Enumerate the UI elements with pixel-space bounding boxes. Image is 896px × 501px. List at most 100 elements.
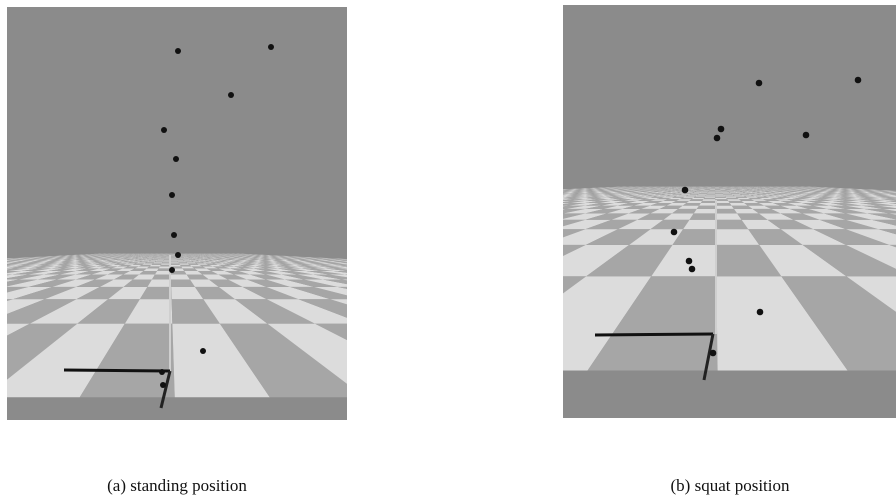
floor-tile: [361, 268, 402, 271]
floor-tile: [491, 268, 550, 271]
floor-tile: [473, 194, 496, 195]
floor-tile: [708, 192, 716, 193]
floor-tile: [392, 275, 455, 280]
floor-tile: [0, 287, 5, 299]
floor-tile: [392, 266, 432, 268]
floor-tile: [466, 266, 515, 268]
floor-tile: [171, 275, 190, 280]
floor-tile: [348, 260, 367, 261]
marker: [169, 267, 175, 273]
floor-tile: [483, 195, 507, 196]
floor-tile: [442, 199, 479, 201]
floor-tile: [384, 198, 422, 199]
floor-tile: [177, 261, 185, 262]
marker: [169, 192, 175, 198]
floor-tile: [715, 206, 734, 209]
marker: [803, 132, 810, 139]
floor-tile: [170, 259, 176, 260]
floor-tile: [178, 261, 187, 262]
floor-tile: [436, 265, 476, 267]
floor-tile: [412, 209, 474, 213]
floor-tile: [369, 263, 398, 264]
floor-tile: [401, 197, 435, 198]
floor-tile: [444, 197, 475, 198]
floor-tile: [0, 261, 1, 262]
marker: [689, 266, 696, 273]
marker: [175, 252, 181, 258]
floor-tile: [508, 213, 564, 219]
floor-tile: [474, 195, 499, 196]
floor-tile: [503, 198, 532, 199]
floor-tile: [412, 201, 455, 203]
floor-tile: [472, 203, 513, 206]
floor-tile: [488, 197, 515, 198]
floor-tile: [389, 265, 424, 267]
marker: [682, 187, 689, 194]
floor-tile: [437, 206, 488, 209]
floor-tile: [360, 261, 382, 262]
floor-tile: [698, 194, 707, 195]
floor-tile: [315, 324, 555, 398]
floor-tile: [511, 206, 553, 209]
floor-tile: [474, 206, 520, 209]
floor-tile: [0, 261, 7, 262]
floor-tile: [513, 192, 530, 193]
floor-tile: [499, 201, 534, 203]
floor-tile: [466, 197, 495, 198]
floor-tile: [432, 287, 551, 299]
floor-tile: [368, 262, 395, 263]
floor-tile: [455, 197, 485, 198]
floor-tile: [179, 263, 189, 264]
floor-tile: [689, 194, 699, 195]
floor-tile: [351, 199, 396, 201]
floor-tile: [520, 197, 545, 198]
floor-tile: [486, 192, 506, 193]
floor-tile: [456, 268, 510, 271]
floor-tile: [158, 259, 165, 260]
floor-tile: [170, 265, 181, 267]
floor-tile: [702, 199, 715, 201]
floor-tile: [511, 195, 533, 196]
floor-tile: [363, 206, 423, 209]
floor-tile: [525, 194, 545, 195]
floor-tile: [456, 266, 504, 268]
floor-tile: [507, 194, 528, 195]
floor-tile: [514, 198, 542, 199]
marker: [686, 258, 693, 265]
floor-tile: [354, 260, 374, 261]
floor-tile: [358, 220, 455, 229]
floor-tile: [343, 263, 370, 264]
floor-tile: [425, 195, 455, 196]
floor-tile: [442, 271, 503, 275]
floor-tile: [715, 195, 724, 196]
floor-tile: [515, 195, 539, 196]
floor-tile: [159, 266, 171, 268]
floor-tile: [692, 192, 700, 193]
floor-tile: [0, 263, 6, 264]
floor-tile: [415, 195, 446, 196]
floor-tile: [727, 199, 741, 201]
floor-tile: [426, 201, 468, 203]
floor-tile: [417, 265, 455, 267]
floor-tile: [378, 263, 408, 264]
floor-tile: [496, 193, 517, 194]
floor-tile: [529, 195, 550, 196]
floor-tile: [407, 203, 456, 206]
floor-tile: [176, 259, 182, 260]
marker: [171, 232, 177, 238]
floor-tile: [372, 268, 414, 271]
floor-tile: [524, 192, 542, 193]
floor-tile: [404, 263, 437, 264]
floor-tile: [155, 261, 163, 262]
floor-tile: [495, 195, 520, 196]
floor-tile: [503, 268, 564, 271]
floor-tile: [399, 279, 480, 286]
floor-tile: [423, 197, 455, 198]
floor-tile: [421, 263, 456, 264]
floor-tile: [483, 271, 551, 275]
floor-tile: [418, 206, 471, 209]
floor-tile: [0, 259, 8, 260]
floor-tile: [382, 261, 408, 262]
floor-tile: [699, 203, 715, 206]
page: (a) standing position (b) squat position…: [0, 0, 896, 501]
